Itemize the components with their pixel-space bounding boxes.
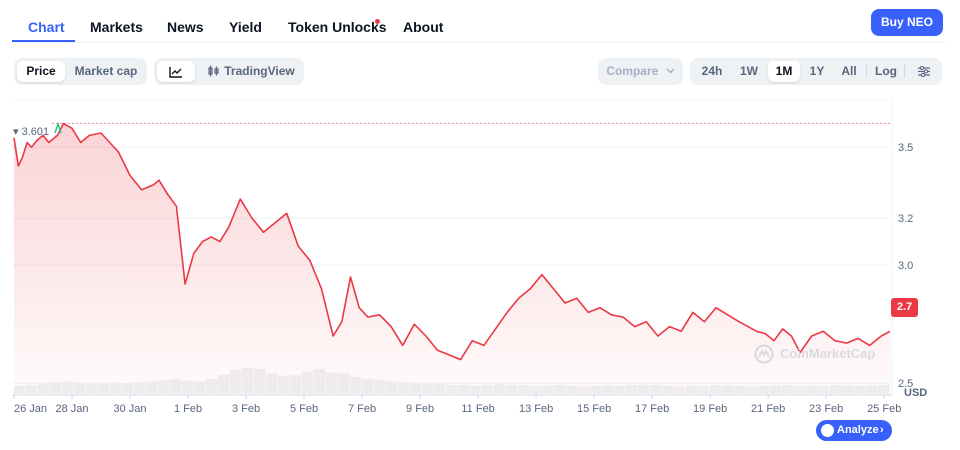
active-tab-indicator (12, 40, 75, 42)
x-tick-label: 1 Feb (174, 403, 202, 415)
x-tick-label: 13 Feb (519, 403, 553, 415)
x-tick-label: 11 Feb (461, 403, 494, 415)
tradingview-button[interactable]: TradingView (202, 61, 300, 82)
range-24h-button[interactable]: 24h (701, 64, 723, 78)
tab-chart[interactable]: Chart (28, 19, 65, 35)
y-tick-label: 3.2 (898, 213, 913, 225)
price-chart-svg: 2.5 3.0 3.2 3.5 26 Jan 28 Jan 30 Jan 1 Feb 3 Fe… (12, 100, 913, 415)
price-area-fill (14, 123, 890, 395)
x-tick-label: 7 Feb (348, 403, 376, 415)
range-1w-button[interactable]: 1W (740, 64, 758, 78)
log-button[interactable]: Log (875, 64, 897, 78)
compare-label: Compare (606, 64, 659, 78)
x-tick-label: 21 Feb (751, 403, 785, 415)
nav-divider (12, 42, 947, 43)
tab-about[interactable]: About (403, 19, 444, 35)
watermark-text: CoinMarketCap (780, 346, 876, 361)
price-button[interactable]: Price (17, 61, 65, 82)
x-tick-label: 28 Jan (55, 403, 88, 415)
line-chart-icon (169, 67, 182, 78)
analyze-icon (821, 424, 834, 437)
range-all-button[interactable]: All (841, 64, 857, 78)
tab-news[interactable]: News (167, 19, 204, 35)
y-tick-label: 2.5 (898, 378, 913, 390)
price-chart[interactable]: 2.5 3.0 3.2 3.5 26 Jan 28 Jan 30 Jan 1 Feb 3 Fe… (12, 100, 952, 445)
notification-dot (375, 19, 380, 24)
currency-label: USD (904, 387, 928, 399)
x-tick-label: 15 Feb (577, 403, 611, 415)
watermark: CoinMarketCap (754, 344, 889, 364)
x-tick-label: 5 Feb (290, 403, 318, 415)
chevron-down-icon (666, 68, 675, 74)
compare-button[interactable]: Compare (598, 61, 683, 82)
settings-divider (904, 65, 905, 78)
chevron-right-icon: › (880, 424, 884, 436)
chart-style-toggle: TradingView (154, 58, 304, 85)
price-line (13, 122, 891, 361)
coinmarketcap-logo-icon (754, 344, 774, 364)
chart-settings-button[interactable] (912, 61, 936, 82)
x-tick-label: 17 Feb (635, 403, 669, 415)
max-price-value: 3.601 (21, 126, 50, 138)
x-tick-label: 9 Feb (406, 403, 434, 415)
x-tick-label: 19 Feb (693, 403, 727, 415)
range-selector: 24h 1W 1M 1Y All Log (690, 58, 942, 85)
x-tick-label: 26 Jan (14, 403, 47, 415)
line-chart-button[interactable] (157, 61, 195, 82)
sliders-icon (918, 65, 930, 78)
y-tick-label: 3.5 (898, 142, 913, 154)
x-tick-label: 25 Feb (867, 403, 901, 415)
x-tick-label: 3 Feb (232, 403, 260, 415)
price-marketcap-toggle: Price Market cap (14, 58, 147, 85)
x-tick-labels: 26 Jan 28 Jan 30 Jan 1 Feb 3 Feb 5 Feb 7 Feb 9 … (13, 395, 901, 415)
top-nav: Chart Markets News Yield Token Unlocks A… (0, 0, 960, 48)
range-1m-button[interactable]: 1M (768, 61, 800, 82)
max-price-marker (54, 121, 62, 134)
tradingview-label: TradingView (224, 64, 295, 78)
current-price-tag: 2.7 (891, 298, 918, 317)
max-price-label: ▾ 3.601 (13, 126, 50, 138)
range-1y-button[interactable]: 1Y (809, 64, 825, 78)
marketcap-button[interactable]: Market cap (74, 64, 138, 78)
tab-yield[interactable]: Yield (229, 19, 262, 35)
buy-button[interactable]: Buy NEO (871, 9, 943, 36)
tab-markets[interactable]: Markets (90, 19, 143, 35)
candlestick-icon (208, 65, 219, 77)
x-tick-label: 30 Jan (114, 403, 147, 415)
y-tick-label: 3.0 (898, 260, 913, 272)
x-tick-label: 23 Feb (809, 403, 843, 415)
analyze-label: Analyze (837, 424, 879, 436)
range-divider (866, 65, 867, 78)
compare-dropdown[interactable]: Compare (598, 58, 683, 85)
tab-token-unlocks[interactable]: Token Unlocks (288, 19, 387, 35)
y-tick-labels: 2.5 3.0 3.2 3.5 (898, 142, 913, 390)
analyze-button[interactable]: Analyze › (816, 420, 892, 441)
